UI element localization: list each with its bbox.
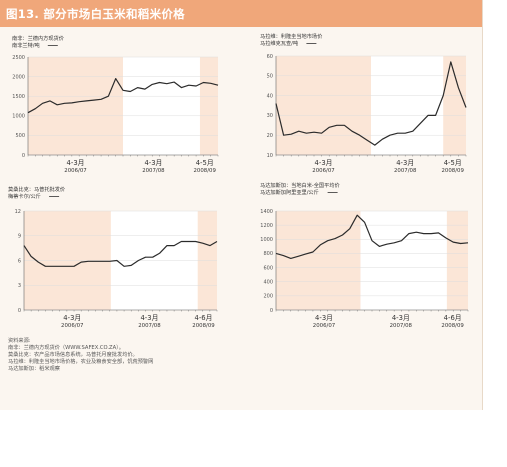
chart-title: 莫桑比克：马普托批发价 <box>8 185 66 193</box>
y-tick-label: 12 <box>15 209 21 215</box>
y-tick-label: 6 <box>18 258 21 264</box>
y-tick-label: 1400 <box>260 209 273 215</box>
y-tick-label: 500 <box>15 133 25 139</box>
x-tick-label: 4-3月 <box>315 159 333 167</box>
x-tick-label: 4-5月 <box>444 159 462 167</box>
x-tick-label: 4-5月 <box>196 159 214 167</box>
y-tick-label: 1200 <box>260 223 273 229</box>
x-tick-label: 4-3月 <box>144 159 162 167</box>
sources-title: 资料来源: <box>8 338 31 344</box>
x-tick-sublabel: 2008/09 <box>192 323 215 329</box>
series-line <box>275 214 469 259</box>
source-line: 马拉维：利隆圭当地市场价格，农业及粮食安全部，饥荒预警网 <box>8 359 154 365</box>
figure-header: 图13. 部分市场白玉米和稻米价格 <box>0 0 482 27</box>
y-tick-label: 40 <box>267 93 273 99</box>
y-tick-label: 2000 <box>12 74 25 80</box>
y-tick-label: 30 <box>267 113 273 119</box>
y-axis-unit: 马达加斯加阿里亚里/公斤 <box>260 188 319 196</box>
x-tick-label: 4-3月 <box>67 159 85 167</box>
x-tick-sublabel: 2006/07 <box>64 168 86 174</box>
x-tick-sublabel: 2006/07 <box>312 168 334 174</box>
y-tick-label: 9 <box>18 234 21 240</box>
y-tick-label: 50 <box>267 74 273 80</box>
x-tick-label: 4-3月 <box>63 314 81 322</box>
x-tick-label: 4-3月 <box>140 314 158 322</box>
x-tick-label: 4-6月 <box>444 314 462 322</box>
x-tick-sublabel: 2007/08 <box>390 323 413 329</box>
source-line: 南非：兰德内方现货价（WWW.SAFEX.CO.ZA）。 <box>8 345 124 351</box>
y-tick-label: 800 <box>263 251 273 257</box>
source-line: 莫桑比克：农产品市场信息系统，马普托月度批发均价。 <box>8 352 138 358</box>
source-line: 马达加斯加：稻米观察 <box>8 366 60 372</box>
y-tick-label: 1500 <box>12 94 25 100</box>
y-tick-label: 2500 <box>12 55 25 61</box>
shaded-period <box>28 57 123 155</box>
x-tick-label: 4-3月 <box>315 314 333 322</box>
y-tick-label: 1000 <box>12 114 25 120</box>
chart-title: 马拉维：利隆圭当地市场价 <box>260 32 323 40</box>
x-tick-sublabel: 2008/09 <box>441 323 464 329</box>
x-tick-sublabel: 2008/09 <box>193 168 216 174</box>
x-tick-sublabel: 2007/08 <box>142 168 165 174</box>
chart-title: 马达加斯加：当地白米-全国平均价 <box>260 181 340 189</box>
x-tick-label: 4-3月 <box>396 159 414 167</box>
x-tick-sublabel: 2006/07 <box>313 323 335 329</box>
y-axis-unit: 梅蒂卡尔/公斤 <box>8 192 41 200</box>
x-tick-sublabel: 2007/08 <box>138 323 161 329</box>
y-tick-label: 3 <box>18 283 21 289</box>
shaded-period <box>199 57 218 155</box>
figure-title: 图13. 部分市场白玉米和稻米价格 <box>6 7 185 21</box>
x-tick-sublabel: 2006/07 <box>61 323 83 329</box>
sources-note: 资料来源: 南非：兰德内方现货价（WWW.SAFEX.CO.ZA）。 莫桑比克：… <box>8 338 153 373</box>
x-tick-sublabel: 2008/09 <box>441 168 464 174</box>
series-line <box>23 240 218 267</box>
shaded-period <box>276 211 361 310</box>
series-line <box>275 61 467 146</box>
series-line <box>27 77 219 114</box>
shaded-period <box>276 56 371 155</box>
y-tick-label: 20 <box>267 133 273 139</box>
y-tick-label: 60 <box>267 54 273 60</box>
shaded-period <box>446 211 468 310</box>
y-tick-label: 1000 <box>260 237 273 243</box>
shaded-period <box>443 56 466 155</box>
y-tick-label: 10 <box>267 153 273 159</box>
y-tick-label: 0 <box>270 308 273 314</box>
y-axis-unit: 马拉维克瓦查/吨 <box>260 39 298 47</box>
y-tick-label: 400 <box>263 280 273 286</box>
x-tick-label: 4-3月 <box>392 314 410 322</box>
y-tick-label: 0 <box>18 308 21 314</box>
x-tick-label: 4-6月 <box>195 314 213 322</box>
y-tick-label: 200 <box>263 294 273 300</box>
y-tick-label: 600 <box>263 265 273 271</box>
chart-title: 南非：兰德内方现货价 <box>12 34 65 42</box>
x-tick-sublabel: 2007/08 <box>394 168 417 174</box>
y-tick-label: 0 <box>22 153 25 159</box>
y-axis-unit: 南非兰特/吨 <box>12 41 40 49</box>
